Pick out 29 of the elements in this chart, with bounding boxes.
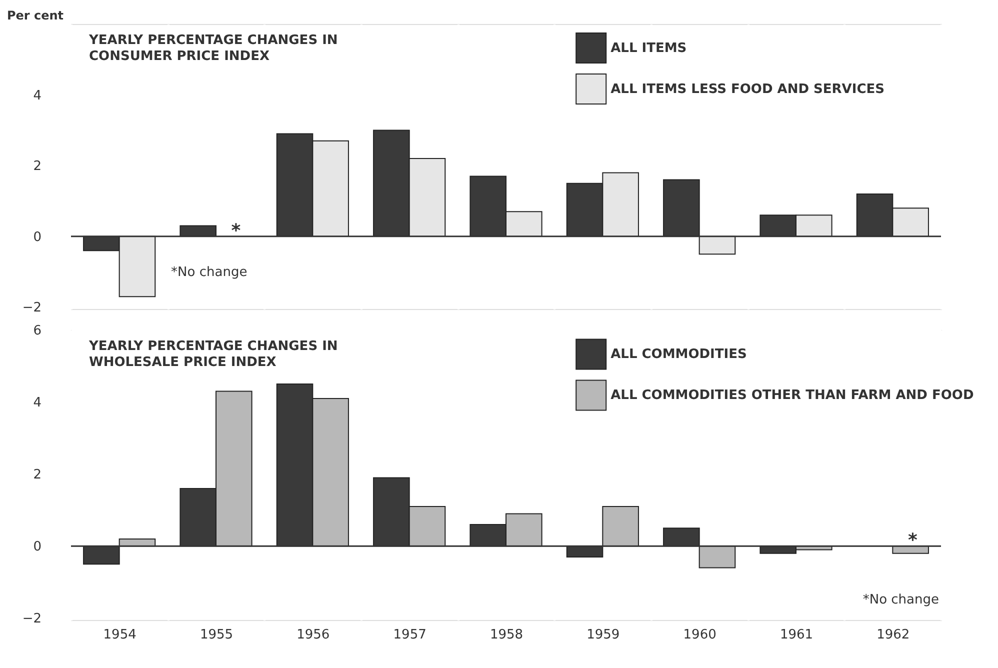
y-tick-label: −2	[22, 300, 42, 316]
x-tick-label: 1954	[103, 628, 136, 642]
annotation: *	[908, 530, 918, 552]
y-axis-title: Per cent	[6, 8, 64, 22]
y-tick-label: 4	[33, 88, 42, 104]
y-tick-label: 4	[33, 396, 42, 411]
legend-label: ALL ITEMS	[610, 41, 687, 56]
legend-label: ALL ITEMS LESS FOOD AND SERVICES	[610, 82, 884, 98]
x-tick-label: 1960	[683, 628, 716, 642]
y-tick-label: 2	[33, 159, 42, 174]
y-tick-label: 0	[33, 540, 42, 555]
annotation: *No change	[862, 592, 939, 608]
legend-label: ALL COMMODITIES	[610, 347, 747, 362]
y-tick-label: 6	[33, 324, 42, 338]
y-tick-label: 2	[33, 468, 42, 483]
text: YEARLY PERCENTAGE CHANGES IN WHOLESALE PRICE INDEX	[88, 339, 338, 370]
x-tick-label: 1957	[393, 628, 426, 642]
annotation: *No change	[171, 264, 248, 280]
legend-label: ALL COMMODITIES OTHER THAN FARM AND FOOD	[610, 388, 974, 404]
x-tick-label: 1958	[490, 628, 524, 642]
y-tick-label: −2	[22, 612, 42, 627]
x-tick-label: 1962	[876, 628, 910, 642]
x-tick-label: 1955	[200, 628, 234, 642]
x-tick-label: 1959	[586, 628, 620, 642]
x-tick-label: 1961	[780, 628, 814, 642]
annotation: *	[231, 220, 242, 242]
x-tick-label: 1956	[296, 628, 330, 642]
text: YEARLY PERCENTAGE CHANGES IN CONSUMER PRICE INDEX	[88, 33, 338, 64]
y-tick-label: 0	[33, 230, 42, 245]
